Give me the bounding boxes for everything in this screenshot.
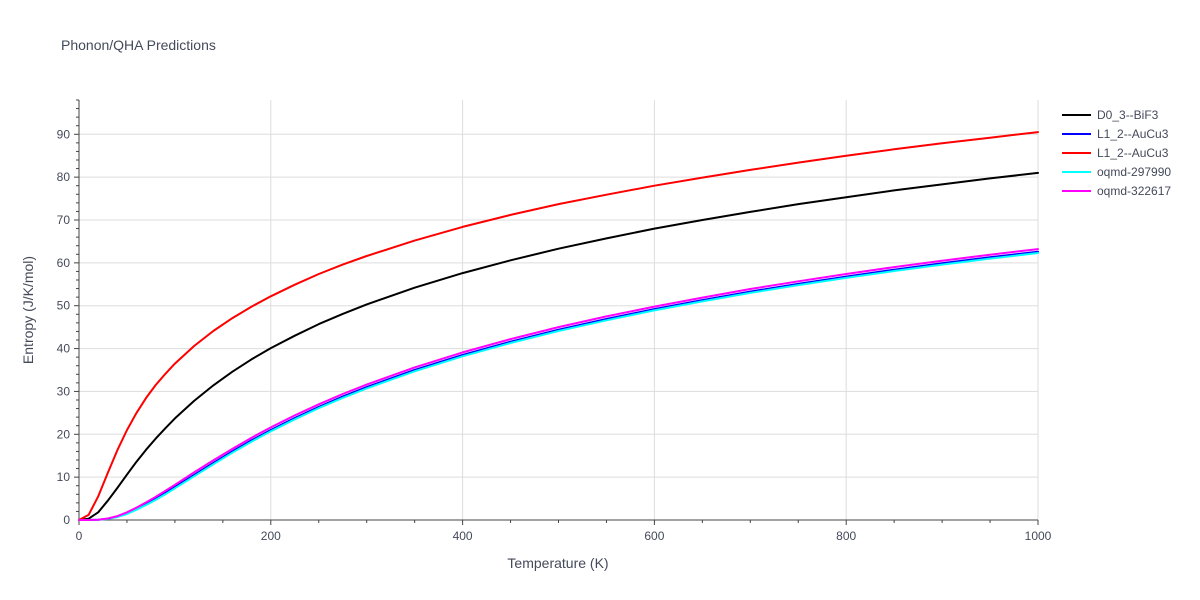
y-tick-label: 50 [57,299,71,313]
legend-item-1[interactable]: L1_2--AuCu3 [1062,127,1169,141]
grid-lines [79,100,1039,520]
x-tick-label: 600 [644,529,664,543]
x-tick-label: 200 [261,529,281,543]
legend-item-4[interactable]: oqmd-322617 [1062,184,1171,198]
chart-title: Phonon/QHA Predictions [61,37,216,53]
legend-label: oqmd-297990 [1097,165,1171,179]
y-tick-label: 0 [63,513,70,527]
y-tick-label: 80 [57,170,71,184]
y-tick-label: 60 [57,256,71,270]
series-line-4 [78,248,1039,521]
series-line-3 [78,252,1039,521]
y-tick-label: 70 [57,213,71,227]
x-tick-label: 800 [836,529,856,543]
legend-item-0[interactable]: D0_3--BiF3 [1062,108,1159,122]
series-line-2 [78,131,1039,521]
y-tick-label: 10 [57,470,71,484]
x-tick-labels: 0 200 400 600 800 1000 [76,529,1052,543]
legend-label: D0_3--BiF3 [1097,108,1159,122]
legend-label: oqmd-322617 [1097,184,1171,198]
series-lines [78,131,1039,521]
x-axis-title: Temperature (K) [507,555,608,571]
y-tick-label: 90 [57,127,71,141]
legend[interactable]: D0_3--BiF3 L1_2--AuCu3 L1_2--AuCu3 oqmd-297… [1062,108,1171,198]
legend-label: L1_2--AuCu3 [1097,127,1169,141]
axes [78,100,1038,521]
y-tick-label: 30 [57,384,71,398]
y-tick-labels: 0 10 20 30 40 50 60 70 80 90 [57,127,71,527]
x-tick-label: 0 [76,529,83,543]
legend-item-2[interactable]: L1_2--AuCu3 [1062,146,1169,160]
y-axis-title: Entropy (J/K/mol) [20,256,36,364]
y-tick-label: 20 [57,427,71,441]
legend-item-3[interactable]: oqmd-297990 [1062,165,1171,179]
series-line-1 [78,250,1039,521]
x-tick-label: 400 [453,529,473,543]
legend-label: L1_2--AuCu3 [1097,146,1169,160]
y-tick-label: 40 [57,342,71,356]
x-tick-label: 1000 [1025,529,1052,543]
series-line-0 [78,171,1039,521]
